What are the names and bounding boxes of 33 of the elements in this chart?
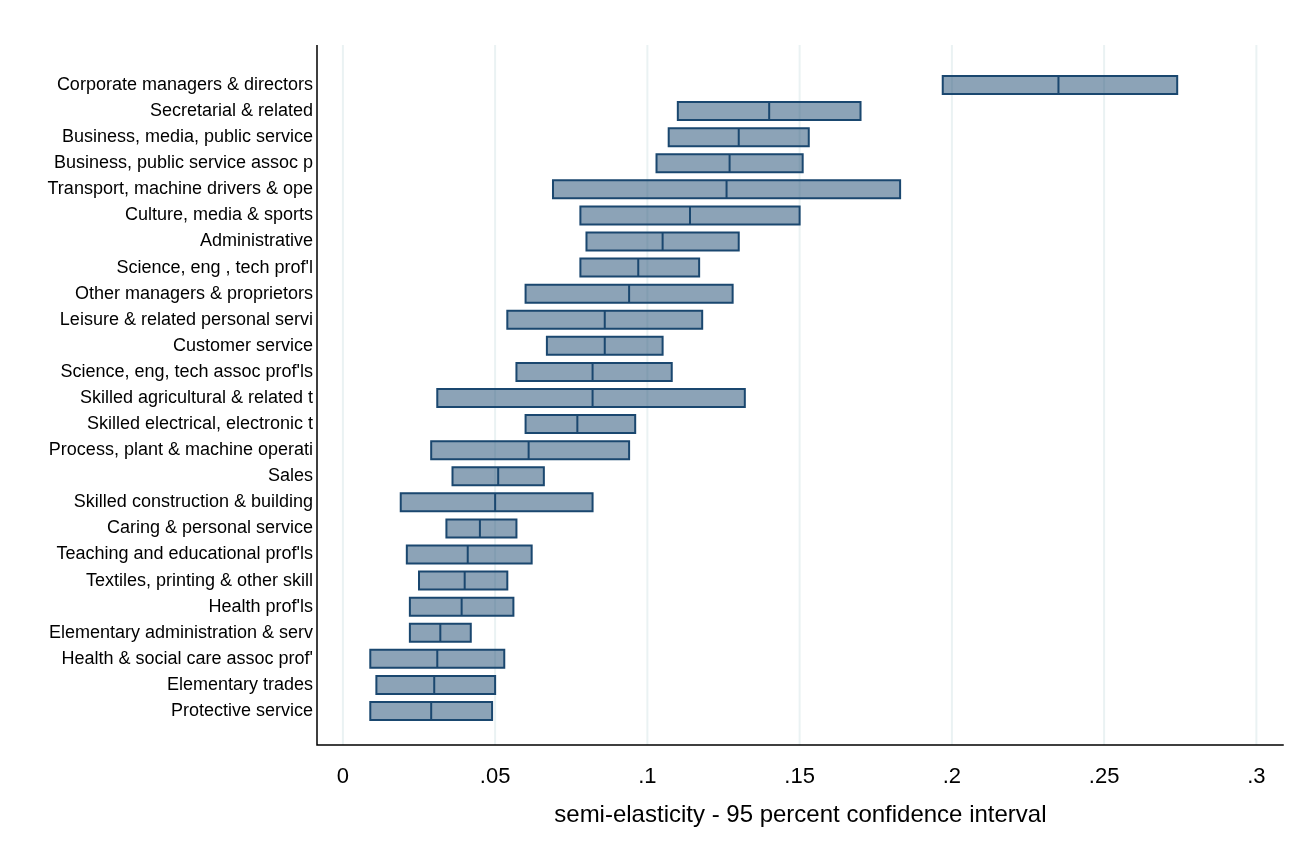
y-tick-label: Process, plant & machine operati xyxy=(48,439,313,460)
y-tick-label: Elementary administration & serv xyxy=(48,621,313,642)
y-tick-label: Health & social care assoc prof' xyxy=(61,647,313,668)
y-tick-label: Textiles, printing & other skill xyxy=(85,569,313,590)
y-tick-label: Other managers & proprietors xyxy=(74,282,313,303)
x-tick-label: 0 xyxy=(336,763,350,789)
y-tick-label: Sales xyxy=(267,465,313,486)
y-tick-label: Skilled construction & building xyxy=(73,491,313,512)
y-tick-label: Culture, media & sports xyxy=(124,204,313,225)
y-tick-label: Skilled electrical, electronic t xyxy=(86,413,313,434)
x-axis-title: semi-elasticity - 95 percent confidence interval xyxy=(554,800,1047,828)
x-tick-label: .25 xyxy=(1088,763,1120,789)
y-tick-label: Customer service xyxy=(172,334,313,355)
y-tick-label: Administrative xyxy=(199,230,313,251)
y-tick-label: Health prof'ls xyxy=(208,595,313,616)
x-tick-label: .2 xyxy=(942,763,962,789)
y-tick-label: Science, eng, tech assoc prof'ls xyxy=(60,360,313,381)
y-tick-label: Elementary trades xyxy=(166,673,313,694)
x-tick-label: .15 xyxy=(784,763,815,789)
x-tick-label: .05 xyxy=(479,763,511,789)
y-tick-label: Secretarial & related xyxy=(149,100,313,121)
y-tick-label: Teaching and educational prof'ls xyxy=(56,543,313,564)
y-tick-label: Science, eng , tech prof'l xyxy=(116,256,313,277)
y-tick-label: Transport, machine drivers & ope xyxy=(47,178,313,199)
x-tick-label: .1 xyxy=(638,763,657,789)
y-tick-label: Corporate managers & directors xyxy=(56,74,313,95)
y-tick-label: Caring & personal service xyxy=(106,517,313,538)
y-tick-label: Protective service xyxy=(170,699,313,720)
y-tick-label: Business, media, public service xyxy=(61,126,313,147)
y-tick-label: Skilled agricultural & related t xyxy=(79,386,313,407)
y-tick-label: Business, public service assoc p xyxy=(53,152,313,173)
y-tick-label: Leisure & related personal servi xyxy=(59,308,313,329)
x-tick-label: .3 xyxy=(1247,763,1266,789)
